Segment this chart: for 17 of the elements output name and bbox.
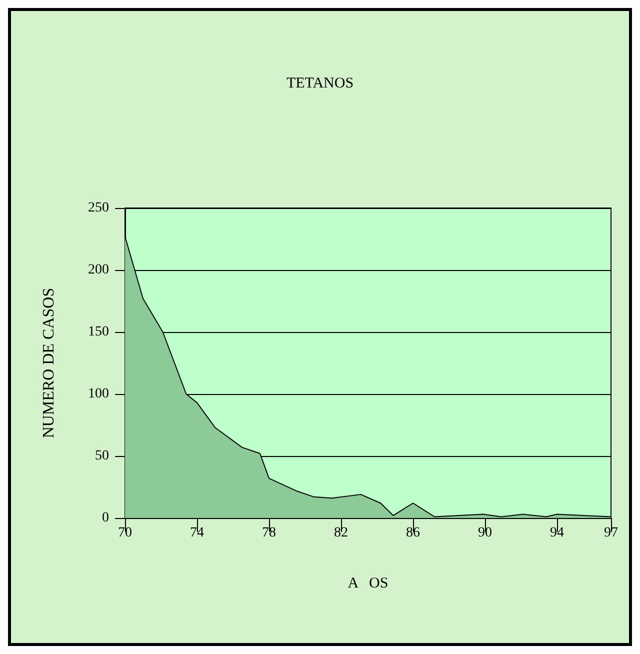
x-tick-label: 74: [190, 526, 204, 540]
x-tick-label: 78: [262, 526, 276, 540]
x-tick-label: 70: [118, 526, 132, 540]
x-axis-title: A OS: [348, 576, 388, 592]
y-tick-label: 50: [95, 448, 109, 464]
y-tick-label: 150: [88, 324, 109, 340]
y-tick-label: 250: [88, 200, 109, 216]
y-tick-label: 0: [102, 510, 109, 526]
x-tick-label: 82: [334, 526, 348, 540]
x-tick-label: 90: [478, 526, 492, 540]
chart-title: TETANOS: [286, 76, 354, 92]
x-tick-label: 86: [406, 526, 420, 540]
y-tick-label: 100: [88, 386, 109, 402]
x-tick-label: 94: [550, 526, 564, 540]
x-tick-label: 97: [604, 526, 618, 540]
y-tick-label: 200: [88, 262, 109, 278]
y-axis-title: NUMERO DE CASOS: [40, 288, 58, 438]
